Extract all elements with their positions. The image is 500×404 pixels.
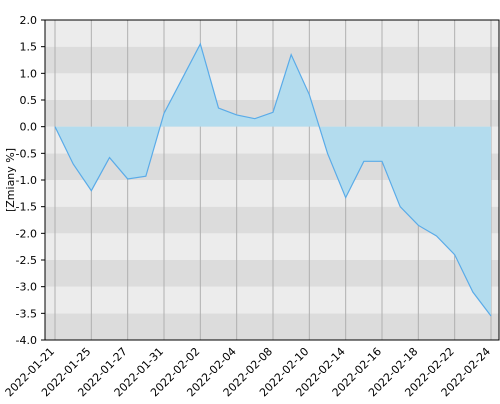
band [45,313,499,340]
y-tick-label: -1.0 [16,174,37,187]
band [45,233,499,260]
y-axis-label: [Zmiany %] [4,148,17,212]
y-tick-label: -2.0 [16,227,37,240]
band [45,286,499,314]
band [45,20,499,47]
y-tick-label: 0.5 [20,94,38,107]
band [45,73,499,100]
y-tick-label: 1.0 [20,67,38,80]
y-tick-label: -4.0 [16,334,37,347]
band [45,260,499,287]
area [55,44,491,316]
y-tick-label: 1.5 [20,41,38,54]
y-tick-label: -0.5 [16,147,37,160]
y-tick-label: 0.0 [20,121,38,134]
y-tick-label: 2.0 [20,14,38,27]
y-tick-label: -1.5 [16,201,37,214]
y-tick-label: -2.5 [16,254,37,267]
line [54,42,492,317]
y-tick-label: -3.0 [16,281,37,294]
y-tick-label: -3.5 [16,307,37,320]
band [45,46,499,74]
plot-frame [44,19,500,341]
